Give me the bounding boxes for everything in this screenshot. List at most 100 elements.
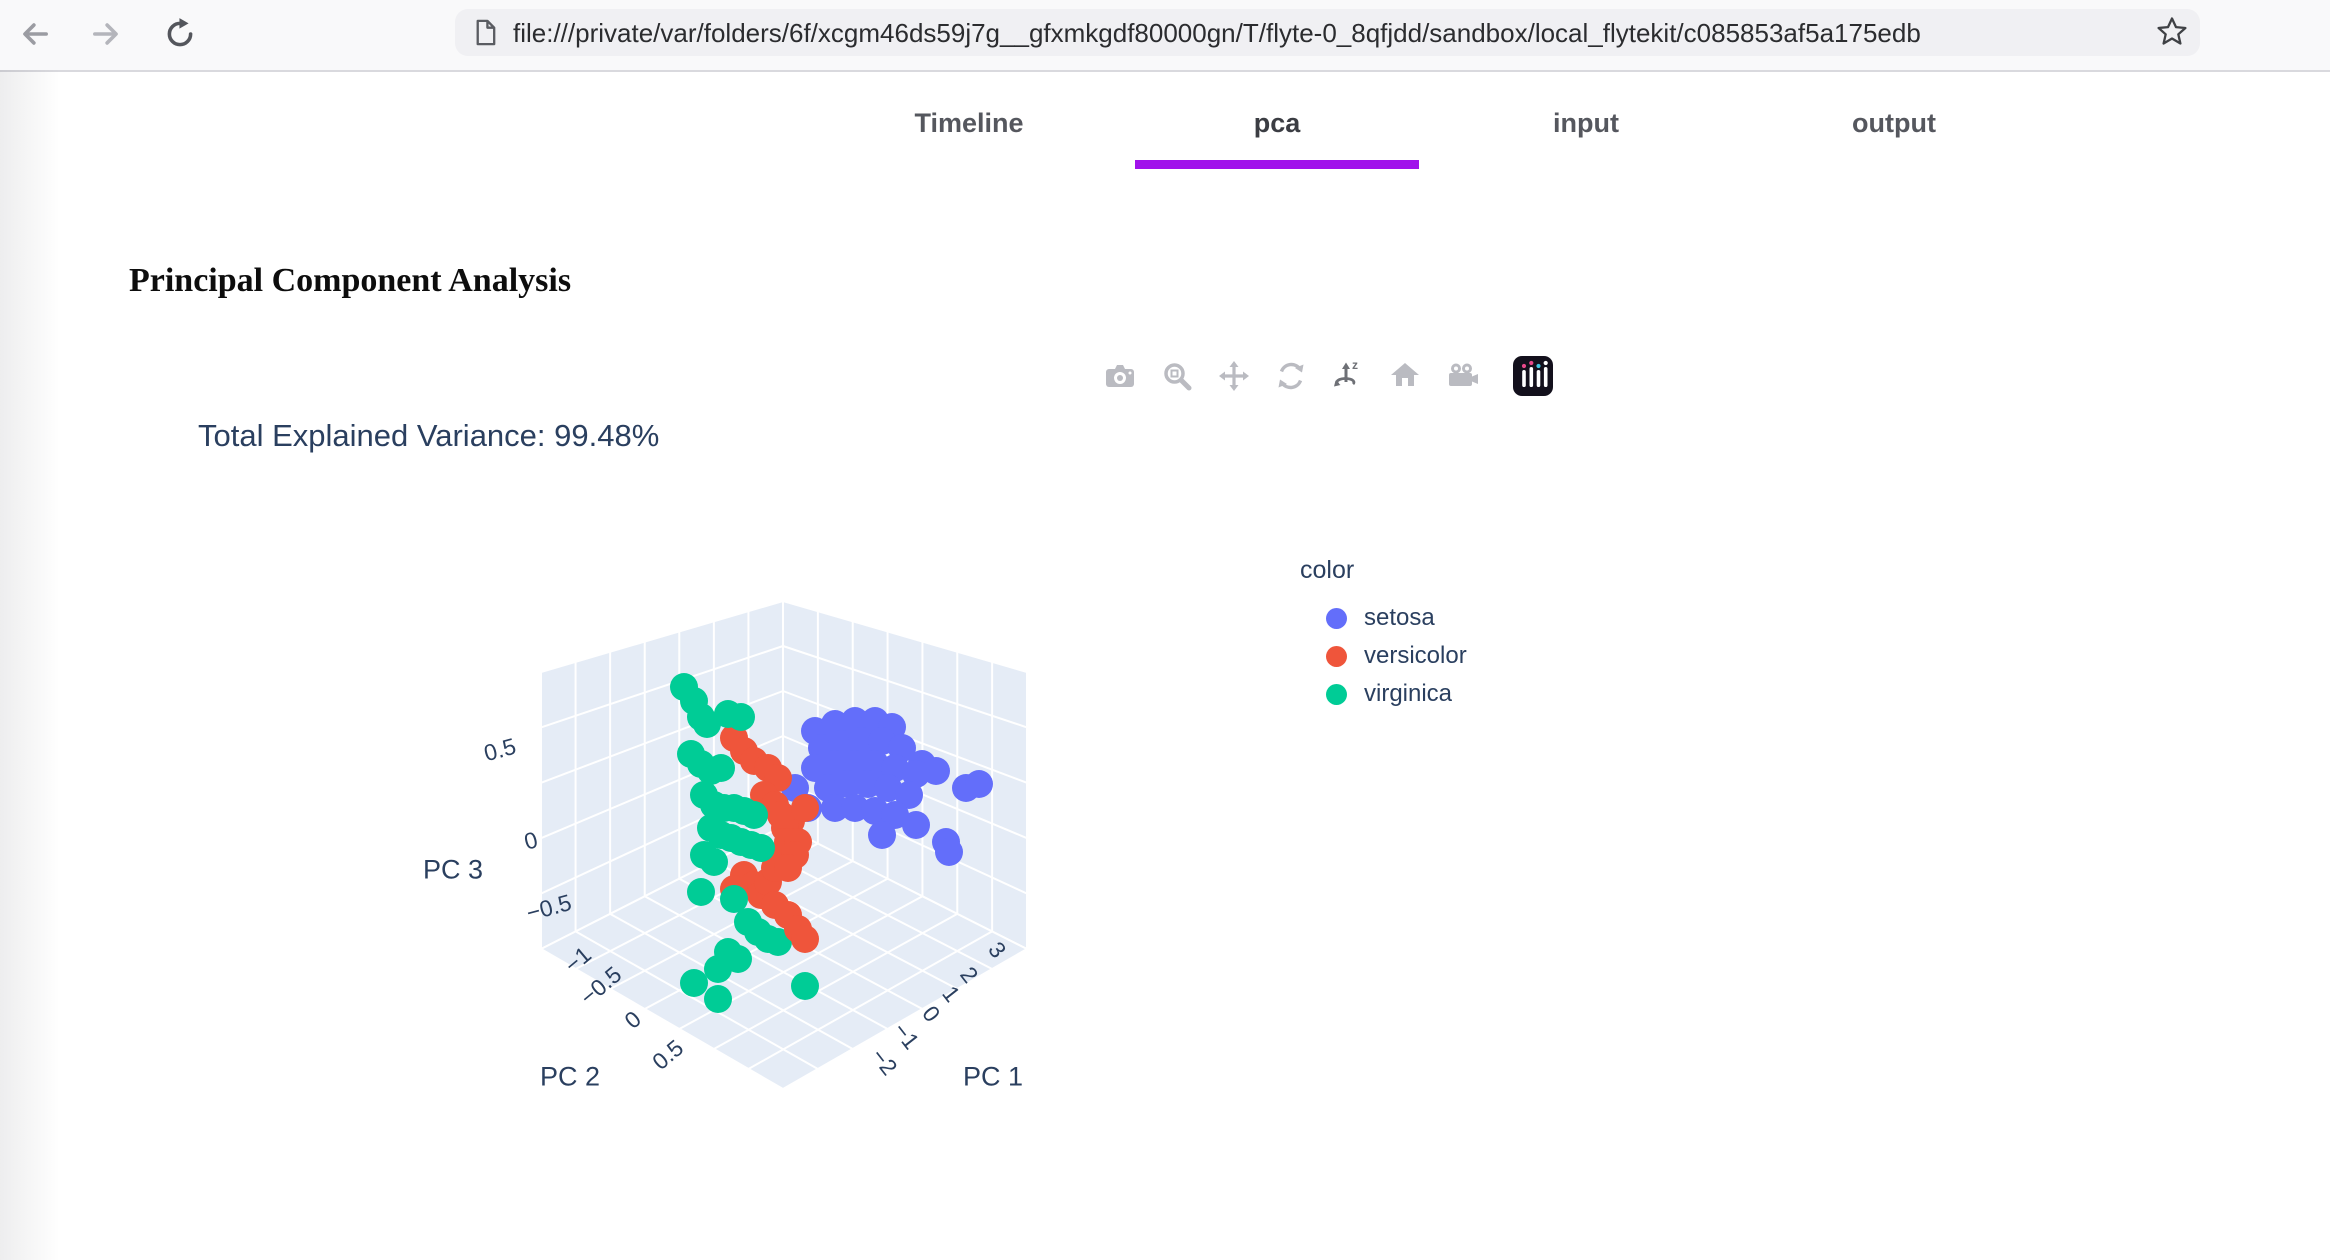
scatter-point-setosa xyxy=(861,707,889,735)
scatter-point-setosa xyxy=(952,774,980,802)
axis-tick-pc2: 0.5 xyxy=(647,1034,689,1075)
reload-button[interactable] xyxy=(161,15,199,53)
tab-pca[interactable]: pca xyxy=(1253,108,1301,138)
scatter-point-setosa xyxy=(881,801,909,829)
back-button[interactable] xyxy=(16,15,54,53)
scatter-point-virginica xyxy=(690,781,718,809)
legend-label: setosa xyxy=(1364,604,1435,631)
legend-label: virginica xyxy=(1364,680,1453,707)
url-bar[interactable]: file:///private/var/folders/6f/xcgm46ds5… xyxy=(455,9,2200,56)
reload-icon xyxy=(167,18,193,47)
reset-camera-last-save-icon[interactable] xyxy=(1442,356,1482,396)
scatter-point-setosa xyxy=(861,797,889,825)
svg-text:z: z xyxy=(1352,359,1358,372)
scatter-point-versicolor xyxy=(791,794,819,822)
scatter-point-versicolor xyxy=(761,891,789,919)
zoom-icon[interactable] xyxy=(1157,356,1197,396)
scatter-point-virginica xyxy=(687,878,715,906)
scatter-point-versicolor xyxy=(754,754,782,782)
scatter-point-versicolor xyxy=(774,901,802,929)
scatter-point-setosa xyxy=(834,770,862,798)
axis-title-pc3: PC 3 xyxy=(422,854,484,885)
scatter-point-virginica xyxy=(717,824,745,852)
scatter-point-virginica xyxy=(697,757,725,785)
scatter-point-setosa xyxy=(801,717,829,745)
window-edge-shadow xyxy=(0,70,60,1260)
axis-tick-pc2: −1 xyxy=(559,941,597,979)
scatter-point-versicolor xyxy=(761,791,789,819)
scatter-point-versicolor xyxy=(764,764,792,792)
chart-title: Total Explained Variance: 99.48% xyxy=(198,418,660,453)
scatter-point-versicolor xyxy=(774,854,802,882)
url-fade-overlay xyxy=(2008,11,2148,54)
plotly-modebar: z xyxy=(1100,356,1553,396)
orbit-rotation-icon[interactable] xyxy=(1271,356,1311,396)
scatter-point-setosa xyxy=(902,811,930,839)
scatter-point-virginica xyxy=(714,700,742,728)
axis-tick-pc3: 0 xyxy=(521,826,541,855)
bookmark-star-button[interactable] xyxy=(2154,15,2190,51)
tab-timeline[interactable]: Timeline xyxy=(914,108,1024,138)
legend-item-versicolor[interactable]: versicolor xyxy=(1326,637,1467,675)
scatter-point-versicolor xyxy=(730,737,758,765)
scatter-point-virginica xyxy=(670,673,698,701)
scatter-point-setosa xyxy=(874,774,902,802)
scatter-point-virginica xyxy=(724,945,752,973)
scatter-point-setosa xyxy=(888,734,916,762)
axis-tick-pc3: −0.5 xyxy=(523,889,575,926)
scatter-point-virginica xyxy=(707,754,735,782)
scatter-point-virginica xyxy=(697,814,725,842)
scatter-point-virginica xyxy=(704,985,732,1013)
camera-snapshot-icon[interactable] xyxy=(1100,356,1140,396)
scatter-point-setosa xyxy=(814,774,842,802)
axis-tick-pc1: 3 xyxy=(983,936,1012,963)
reset-camera-home-icon[interactable] xyxy=(1385,356,1425,396)
scatter-point-setosa xyxy=(868,727,896,755)
plotly-logo-icon[interactable] xyxy=(1513,356,1553,396)
scatter-point-virginica xyxy=(737,831,765,859)
scatter-point-versicolor xyxy=(740,747,768,775)
scatter-point-virginica xyxy=(720,794,748,822)
scatter-point-virginica xyxy=(707,821,735,849)
scatter-point-setosa xyxy=(895,781,923,809)
scatter-point-virginica xyxy=(744,918,772,946)
url-text: file:///private/var/folders/6f/xcgm46ds5… xyxy=(513,18,1921,48)
pan-icon[interactable] xyxy=(1214,356,1254,396)
scatter-point-virginica xyxy=(791,972,819,1000)
star-icon xyxy=(2157,17,2187,45)
scatter-point-virginica xyxy=(764,928,792,956)
forward-button[interactable] xyxy=(87,15,125,53)
turntable-rotation-icon[interactable]: z xyxy=(1328,356,1368,396)
scatter-point-versicolor xyxy=(740,871,768,899)
scatter-point-versicolor xyxy=(784,915,812,943)
scatter-point-setosa xyxy=(935,838,963,866)
scatter-point-versicolor xyxy=(720,875,748,903)
scatter-point-setosa xyxy=(808,734,836,762)
scatter-point-versicolor xyxy=(730,861,758,889)
scatter-point-setosa xyxy=(902,760,930,788)
scatter-point-virginica xyxy=(704,955,732,983)
scatter-point-virginica xyxy=(677,740,705,768)
tab-output[interactable]: output xyxy=(1852,108,1936,138)
scatter-point-setosa xyxy=(932,828,960,856)
scatter-point-versicolor xyxy=(761,854,789,882)
scatter-point-virginica xyxy=(700,848,728,876)
scatter-point-virginica xyxy=(700,791,728,819)
scatter-point-setosa xyxy=(828,730,856,758)
forward-arrow-icon xyxy=(93,23,118,45)
scatter-point-virginica xyxy=(727,828,755,856)
legend-item-setosa[interactable]: setosa xyxy=(1326,599,1467,637)
legend-item-virginica[interactable]: virginica xyxy=(1326,675,1467,713)
scatter-point-virginica xyxy=(680,687,708,715)
scatter-point-virginica xyxy=(690,841,718,869)
active-tab-underline xyxy=(1135,160,1419,169)
scatter-point-versicolor xyxy=(777,807,805,835)
scatter-point-versicolor xyxy=(747,881,775,909)
deck-heading: Principal Component Analysis xyxy=(129,262,572,299)
tab-input[interactable]: input xyxy=(1553,108,1619,138)
scatter-point-setosa xyxy=(821,710,849,738)
scatter-point-versicolor xyxy=(754,868,782,896)
scatter-point-setosa xyxy=(821,750,849,778)
back-arrow-icon xyxy=(23,23,48,45)
